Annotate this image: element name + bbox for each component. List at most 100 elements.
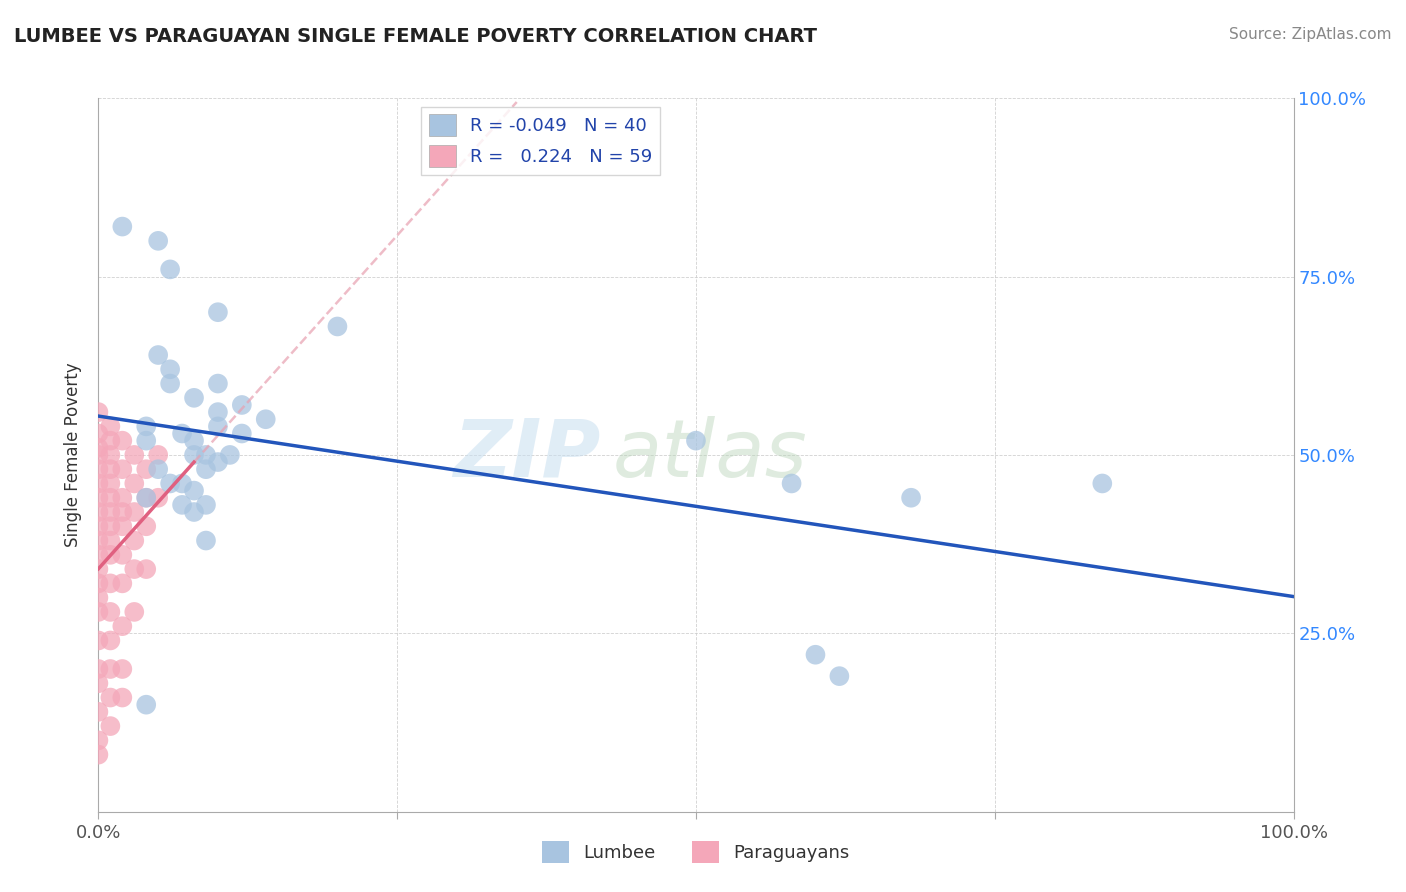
Point xyxy=(98,662,122,676)
Point xyxy=(124,448,146,462)
Point xyxy=(111,491,134,505)
Point xyxy=(87,533,110,548)
Point xyxy=(124,533,146,548)
Point xyxy=(87,705,110,719)
Point xyxy=(207,305,229,319)
Point xyxy=(98,505,122,519)
Point xyxy=(135,519,157,533)
Point xyxy=(98,519,122,533)
Point xyxy=(111,662,134,676)
Point xyxy=(87,733,110,747)
Point xyxy=(87,462,110,476)
Point xyxy=(87,448,110,462)
Point xyxy=(111,619,134,633)
Point xyxy=(159,376,181,391)
Point xyxy=(159,476,181,491)
Point xyxy=(135,419,157,434)
Point xyxy=(98,719,122,733)
Point xyxy=(98,605,122,619)
Point xyxy=(135,434,157,448)
Point xyxy=(87,576,110,591)
Point xyxy=(148,491,170,505)
Point xyxy=(231,398,253,412)
Point xyxy=(87,491,110,505)
Point xyxy=(183,483,205,498)
Point xyxy=(111,505,134,519)
Point xyxy=(111,576,134,591)
Point xyxy=(194,448,218,462)
Point xyxy=(87,747,110,762)
Point xyxy=(98,633,122,648)
Point xyxy=(111,690,134,705)
Point xyxy=(183,434,205,448)
Point xyxy=(828,669,851,683)
Point xyxy=(685,434,707,448)
Point xyxy=(87,591,110,605)
Point xyxy=(98,462,122,476)
Point xyxy=(207,455,229,469)
Point xyxy=(98,434,122,448)
Point xyxy=(194,533,218,548)
Point xyxy=(148,234,170,248)
Point xyxy=(183,505,205,519)
Point xyxy=(124,562,146,576)
Point xyxy=(87,505,110,519)
Point xyxy=(172,476,194,491)
Point xyxy=(87,441,110,455)
Text: Source: ZipAtlas.com: Source: ZipAtlas.com xyxy=(1229,27,1392,42)
Point xyxy=(87,662,110,676)
Text: ZIP: ZIP xyxy=(453,416,600,494)
Point xyxy=(87,519,110,533)
Point xyxy=(148,462,170,476)
Point xyxy=(183,448,205,462)
Text: LUMBEE VS PARAGUAYAN SINGLE FEMALE POVERTY CORRELATION CHART: LUMBEE VS PARAGUAYAN SINGLE FEMALE POVER… xyxy=(14,27,817,45)
Y-axis label: Single Female Poverty: Single Female Poverty xyxy=(65,363,83,547)
Point xyxy=(135,462,157,476)
Point xyxy=(111,434,134,448)
Point xyxy=(111,519,134,533)
Point xyxy=(148,448,170,462)
Point xyxy=(148,348,170,362)
Point xyxy=(87,405,110,419)
Point xyxy=(207,405,229,419)
Text: atlas: atlas xyxy=(613,416,807,494)
Point xyxy=(98,576,122,591)
Point xyxy=(87,476,110,491)
Point xyxy=(183,391,205,405)
Point xyxy=(87,548,110,562)
Point xyxy=(231,426,253,441)
Point xyxy=(194,498,218,512)
Point xyxy=(780,476,803,491)
Point xyxy=(111,462,134,476)
Point xyxy=(98,419,122,434)
Point xyxy=(804,648,827,662)
Point xyxy=(172,426,194,441)
Point xyxy=(207,419,229,434)
Point xyxy=(124,605,146,619)
Point xyxy=(111,548,134,562)
Point xyxy=(111,219,134,234)
Point xyxy=(254,412,277,426)
Point xyxy=(135,698,157,712)
Point xyxy=(135,491,157,505)
Point xyxy=(98,476,122,491)
Point xyxy=(124,505,146,519)
Point xyxy=(135,491,157,505)
Point xyxy=(98,533,122,548)
Point xyxy=(87,426,110,441)
Point xyxy=(98,690,122,705)
Point xyxy=(87,605,110,619)
Point xyxy=(900,491,922,505)
Point xyxy=(135,562,157,576)
Legend: Lumbee, Paraguayans: Lumbee, Paraguayans xyxy=(534,834,858,871)
Point xyxy=(87,562,110,576)
Point xyxy=(87,676,110,690)
Point xyxy=(159,262,181,277)
Point xyxy=(194,462,218,476)
Point xyxy=(124,476,146,491)
Point xyxy=(98,448,122,462)
Point xyxy=(326,319,349,334)
Point xyxy=(1091,476,1114,491)
Point xyxy=(207,376,229,391)
Point xyxy=(172,498,194,512)
